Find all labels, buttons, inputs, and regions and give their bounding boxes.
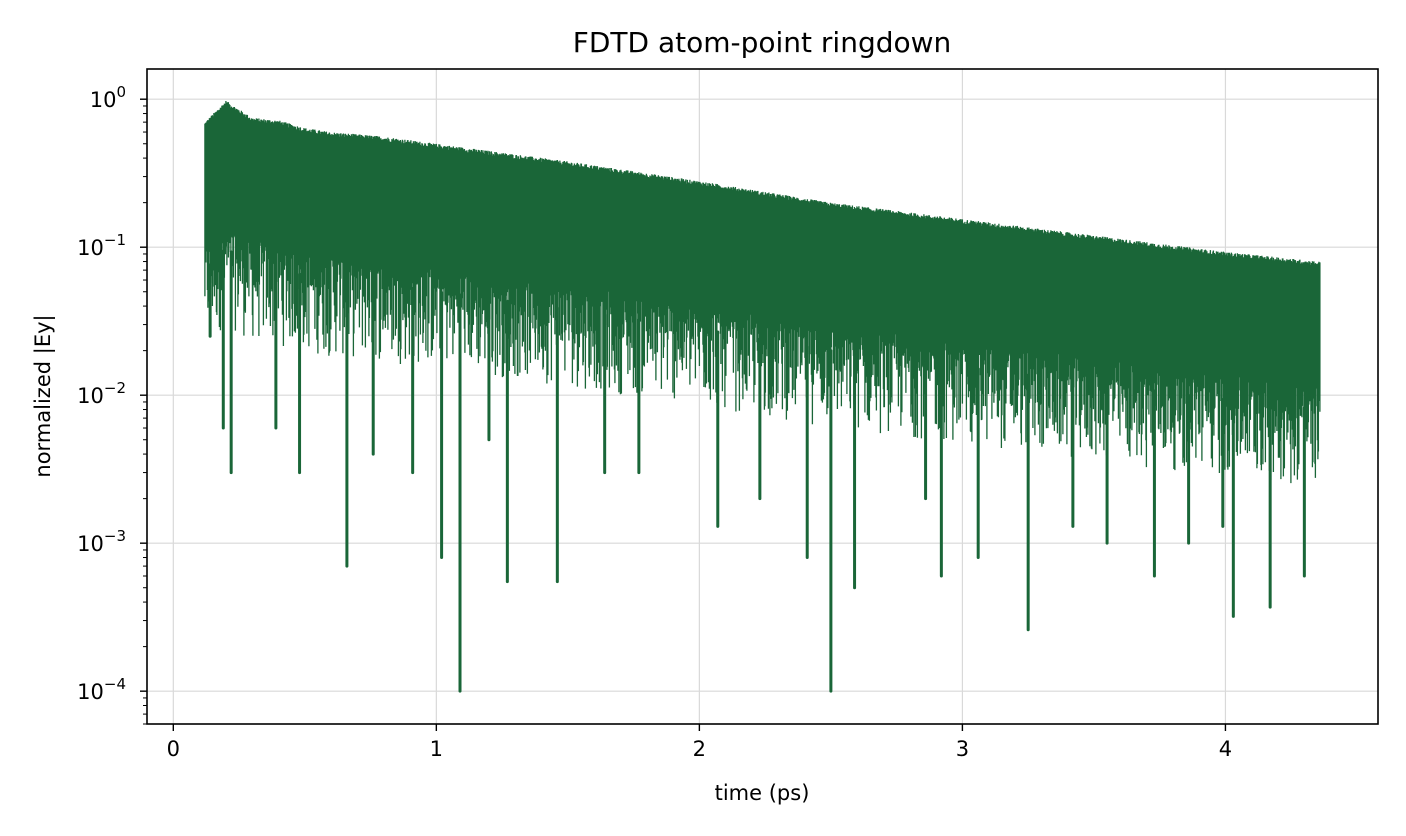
plot-area bbox=[204, 101, 1321, 693]
x-axis-label: time (ps) bbox=[715, 781, 810, 805]
y-axis-label: normalized |Ey| bbox=[31, 314, 56, 477]
y-tick-exponent: 0 bbox=[116, 83, 126, 101]
y-tick-exponent: −3 bbox=[104, 527, 126, 545]
chart-title: FDTD atom-point ringdown bbox=[573, 26, 952, 59]
y-tick-label: 10−2 bbox=[77, 379, 126, 408]
y-tick-base: 10 bbox=[77, 532, 104, 556]
y-tick-label: 10−3 bbox=[77, 527, 126, 556]
x-axis: 0 1 2 3 4 bbox=[167, 724, 1232, 761]
y-tick-exponent: −4 bbox=[104, 675, 126, 693]
x-tick-label: 2 bbox=[693, 737, 706, 761]
y-tick-base: 10 bbox=[90, 88, 117, 112]
axes-frame bbox=[146, 68, 1379, 725]
y-tick-exponent: −1 bbox=[104, 231, 126, 249]
y-tick-label: 100 bbox=[90, 83, 126, 112]
x-tick-label: 4 bbox=[1219, 737, 1232, 761]
x-tick-label: 1 bbox=[430, 737, 443, 761]
y-tick-exponent: −2 bbox=[104, 379, 126, 397]
y-tick-base: 10 bbox=[77, 384, 104, 408]
series-line bbox=[204, 101, 1321, 484]
x-tick-label: 3 bbox=[956, 737, 969, 761]
y-tick-base: 10 bbox=[77, 680, 104, 704]
y-tick-label: 10−4 bbox=[77, 675, 126, 704]
x-tick-label: 0 bbox=[167, 737, 180, 761]
y-tick-label: 10−1 bbox=[77, 231, 126, 260]
y-tick-base: 10 bbox=[77, 236, 104, 260]
